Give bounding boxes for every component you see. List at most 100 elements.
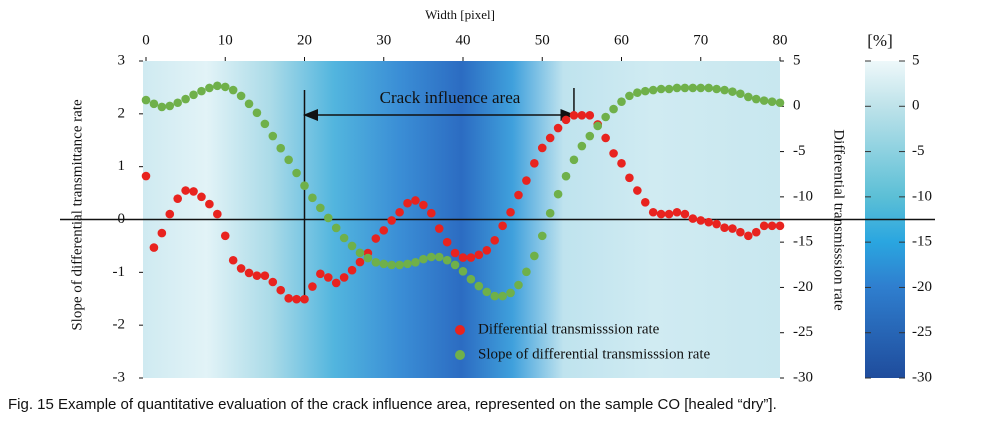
data-point [775, 98, 785, 108]
data-point [427, 252, 436, 262]
x-tick-label: 20 [297, 32, 312, 48]
y-tick-label: 1 [118, 158, 126, 174]
data-point [680, 209, 690, 219]
data-point [759, 221, 769, 231]
data-point [276, 143, 286, 153]
data-point [553, 189, 563, 199]
data-point [577, 111, 587, 120]
data-point [347, 241, 357, 251]
data-point [323, 213, 333, 223]
data-point [688, 83, 698, 93]
x-tick-label: 50 [535, 32, 550, 48]
data-point [371, 257, 381, 267]
data-point [490, 291, 500, 301]
data-point [759, 96, 769, 105]
data-point [157, 228, 167, 238]
y2-tick-label: -10 [793, 188, 813, 204]
data-point [149, 99, 159, 109]
data-point [458, 266, 468, 276]
x-tick-label: 70 [693, 32, 708, 48]
data-point [197, 192, 206, 202]
data-point [767, 221, 777, 231]
data-point [284, 293, 293, 303]
data-point [141, 171, 151, 181]
data-point [712, 219, 721, 229]
data-point [228, 85, 238, 95]
data-point [633, 186, 642, 195]
data-point [569, 111, 579, 120]
data-point [633, 88, 642, 97]
data-point [482, 245, 492, 255]
colorbar-tick-label: -30 [912, 369, 932, 385]
data-point [403, 259, 412, 269]
data-point [545, 133, 555, 143]
x-tick-label: 30 [376, 32, 391, 48]
data-point [347, 265, 357, 275]
data-point [244, 99, 254, 109]
data-point [530, 251, 539, 261]
data-point [514, 190, 523, 200]
data-point [609, 149, 618, 158]
data-point [300, 181, 309, 190]
y2-tick-label: 5 [793, 52, 801, 68]
data-point [387, 260, 396, 270]
data-point [640, 86, 650, 96]
data-point [506, 288, 515, 298]
x-tick-label: 60 [614, 32, 629, 48]
data-point [664, 84, 674, 94]
data-point [625, 173, 634, 183]
y-tick-label: 2 [118, 105, 126, 121]
data-point [474, 281, 484, 291]
data-point [593, 121, 603, 131]
data-point [292, 294, 301, 304]
data-point [625, 91, 634, 101]
data-point [339, 273, 349, 282]
data-point [355, 257, 365, 267]
data-point [205, 83, 214, 93]
data-point [688, 214, 698, 223]
data-point [395, 207, 404, 217]
data-point [775, 221, 785, 231]
colorbar-tick-label: -15 [912, 234, 932, 250]
data-point [316, 269, 325, 279]
data-point [601, 133, 610, 143]
data-point [696, 216, 706, 225]
y2-tick-label: -30 [793, 369, 813, 385]
data-point [197, 86, 206, 96]
data-point [252, 271, 262, 280]
data-point [213, 81, 222, 91]
data-point [672, 83, 682, 93]
data-point [767, 97, 777, 106]
data-point [482, 287, 492, 297]
data-point [355, 248, 365, 258]
data-point [379, 259, 389, 269]
data-point [585, 131, 595, 141]
data-point [736, 89, 745, 99]
data-point [411, 196, 420, 205]
colorbar-tick-label: 0 [912, 98, 920, 114]
data-point [220, 82, 230, 92]
data-point [498, 291, 507, 301]
colorbar-tick-label: -10 [912, 188, 932, 204]
data-point [181, 186, 190, 195]
data-point [395, 260, 404, 270]
data-point [173, 194, 182, 203]
data-point [736, 227, 745, 237]
data-point [331, 278, 341, 288]
data-point [537, 143, 547, 153]
data-point [744, 92, 753, 102]
data-point [648, 85, 658, 95]
data-point [165, 101, 175, 111]
x-tick-label: 0 [142, 32, 150, 48]
data-point [189, 187, 198, 196]
data-point [300, 294, 309, 304]
y2-tick-label: 0 [793, 98, 801, 114]
data-point [442, 237, 452, 247]
y-tick-label: 3 [118, 52, 126, 68]
colorbar-tick-label: 5 [912, 52, 920, 68]
data-point [561, 115, 571, 125]
legend-marker [455, 325, 465, 335]
data-point [561, 171, 571, 181]
data-point [252, 108, 262, 118]
